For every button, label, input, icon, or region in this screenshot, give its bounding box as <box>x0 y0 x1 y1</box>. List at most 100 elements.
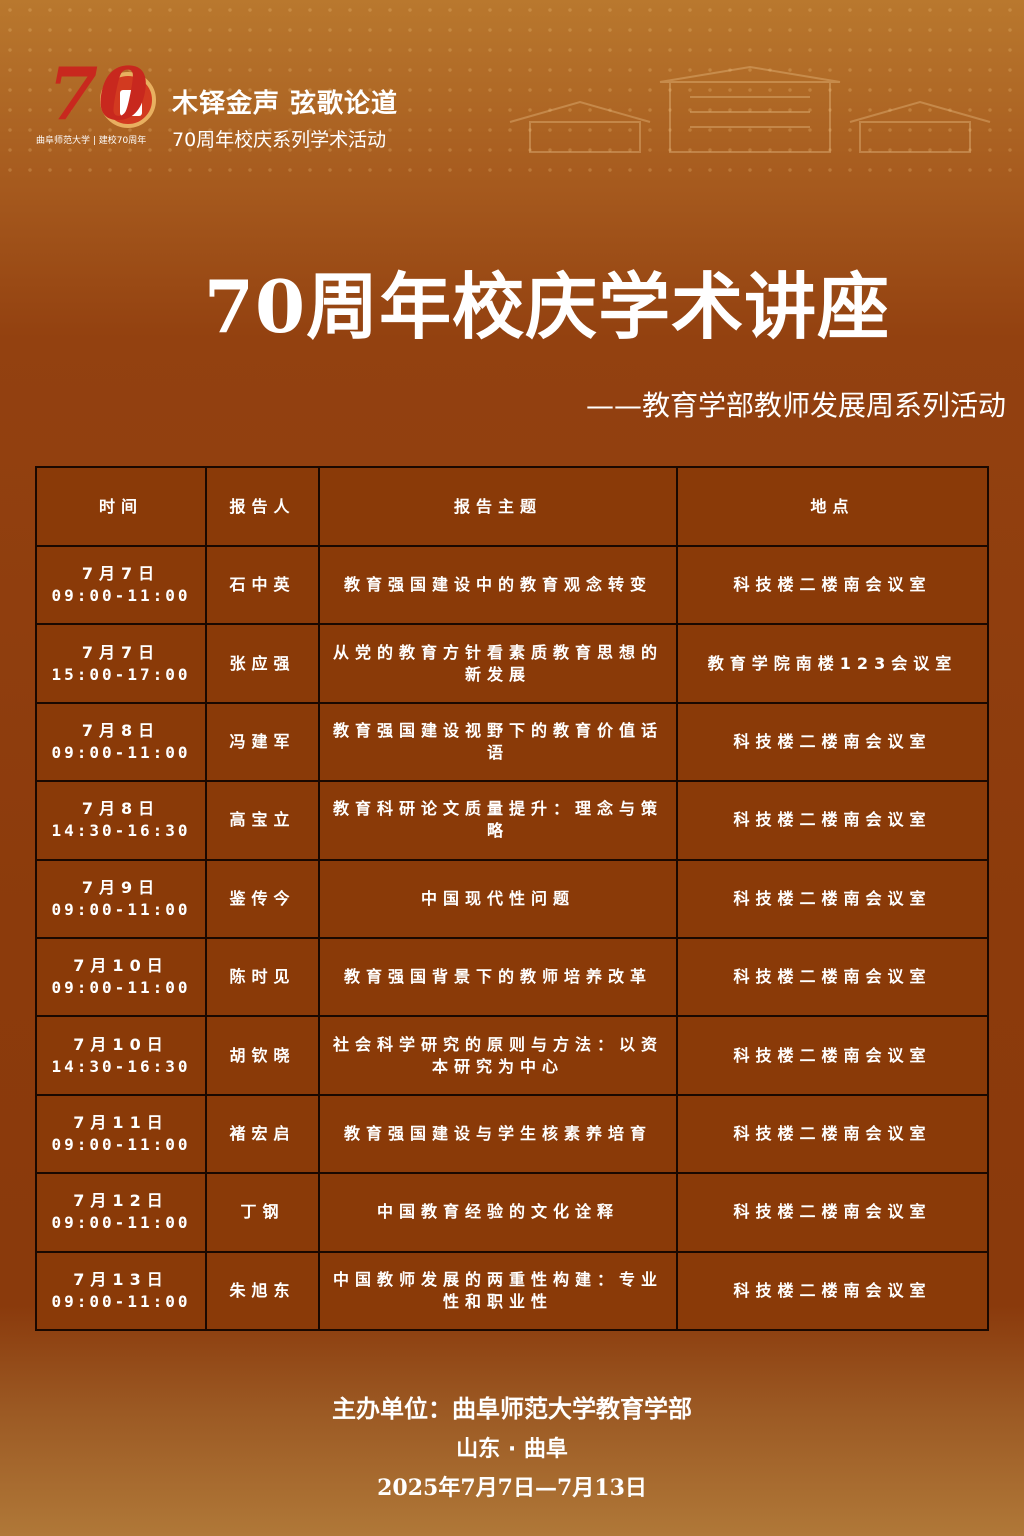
logo-zero-ring <box>100 72 156 128</box>
table-header-row: 时间 报告人 报告主题 地点 <box>35 466 989 547</box>
header-topic: 报告主题 <box>318 466 678 547</box>
table-row: 7月8日 09:00-11:00 冯建军 教育强国建设视野下的教育价值话语 科技楼… <box>35 701 989 783</box>
speaker-cell: 褚宏启 <box>205 1093 320 1175</box>
topic: 教育强国建设视野下的教育价值话语 <box>332 720 663 762</box>
time-range: 14:30-16:30 <box>51 1056 191 1076</box>
place-cell: 科技楼二楼南会议室 <box>676 858 989 939</box>
time-cell: 7月7日 15:00-17:00 <box>35 623 207 704</box>
topic: 教育强国建设与学生核素养培育 <box>343 1123 652 1143</box>
place-cell: 科技楼二楼南会议室 <box>676 1015 989 1096</box>
time-range: 14:30-16:30 <box>51 821 191 841</box>
place-cell: 科技楼二楼南会议室 <box>676 1093 989 1175</box>
time-range: 09:00-11:00 <box>51 1213 191 1233</box>
time-cell: 7月12日 09:00-11:00 <box>35 1172 207 1253</box>
header-time: 时间 <box>35 466 207 547</box>
date: 7月9日 <box>81 877 161 897</box>
topic-cell: 教育科研论文质量提升：理念与策略 <box>318 780 678 861</box>
date: 7月7日 <box>81 564 161 584</box>
time-cell: 7月9日 09:00-11:00 <box>35 858 207 939</box>
table-row: 7月7日 15:00-17:00 张应强 从党的教育方针看素质教育思想的新发展 教… <box>35 623 989 704</box>
speaker-cell: 鉴传今 <box>205 858 320 939</box>
date: 7月8日 <box>81 720 161 740</box>
dot-pattern <box>0 0 1024 180</box>
table-row: 7月7日 09:00-11:00 石中英 教育强国建设中的教育观念转变 科技楼二楼… <box>35 544 989 626</box>
place-cell: 科技楼二楼南会议室 <box>676 780 989 861</box>
time-cell: 7月7日 09:00-11:00 <box>35 544 207 626</box>
topic-cell: 教育强国背景下的教师培养改革 <box>318 936 678 1018</box>
place-cell: 科技楼二楼南会议室 <box>676 1250 989 1331</box>
topic-cell: 教育强国建设视野下的教育价值话语 <box>318 701 678 783</box>
speaker-cell: 石中英 <box>205 544 320 626</box>
time-range: 09:00-11:00 <box>51 899 191 919</box>
time-range: 09:00-11:00 <box>51 1291 191 1311</box>
time-cell: 7月8日 09:00-11:00 <box>35 701 207 783</box>
table-row: 7月10日 09:00-11:00 陈时见 教育强国背景下的教师培养改革 科技楼二… <box>35 936 989 1018</box>
date: 7月10日 <box>73 956 169 976</box>
page-title: 70周年校庆学术讲座 <box>203 264 891 349</box>
place-cell: 科技楼二楼南会议室 <box>676 936 989 1018</box>
time-cell: 7月11日 09:00-11:00 <box>35 1093 207 1175</box>
table-row: 7月10日 14:30-16:30 胡钦晓 社会科学研究的原则与方法：以资本研究为… <box>35 1015 989 1096</box>
university-logo: 70 曲阜师范大学 | 建校70周年 <box>36 51 158 148</box>
speaker-cell: 朱旭东 <box>205 1250 320 1331</box>
time-cell: 7月10日 09:00-11:00 <box>35 936 207 1018</box>
topic: 社会科学研究的原则与方法：以资本研究为中心 <box>332 1034 663 1076</box>
table-row: 7月13日 09:00-11:00 朱旭东 中国教师发展的两重性构建：专业性和职业… <box>35 1250 989 1331</box>
time-range: 09:00-11:00 <box>51 1134 191 1154</box>
header-speaker: 报告人 <box>205 466 320 547</box>
date: 7月11日 <box>73 1112 169 1132</box>
date: 7月8日 <box>81 799 161 819</box>
location: 山东 · 曲阜 <box>456 1437 568 1462</box>
topic: 中国现代性问题 <box>420 888 575 908</box>
time-cell: 7月13日 09:00-11:00 <box>35 1250 207 1331</box>
topic-cell: 中国现代性问题 <box>318 858 678 939</box>
topic: 教育强国建设中的教育观念转变 <box>343 575 652 595</box>
time-cell: 7月10日 14:30-16:30 <box>35 1015 207 1096</box>
place-cell: 科技楼二楼南会议室 <box>676 1172 989 1253</box>
topic-cell: 教育强国建设中的教育观念转变 <box>318 544 678 626</box>
speaker-cell: 陈时见 <box>205 936 320 1018</box>
topic-cell: 社会科学研究的原则与方法：以资本研究为中心 <box>318 1015 678 1096</box>
place-cell: 科技楼二楼南会议室 <box>676 544 989 626</box>
speaker-cell: 胡钦晓 <box>205 1015 320 1096</box>
date: 7月7日 <box>81 642 161 662</box>
place-cell: 教育学院南楼123会议室 <box>676 623 989 704</box>
event-dates: 2025年7月7日—7月13日 <box>377 1475 647 1501</box>
topic-cell: 教育强国建设与学生核素养培育 <box>318 1093 678 1175</box>
place-cell: 科技楼二楼南会议室 <box>676 701 989 783</box>
organizer: 主办单位：曲阜师范大学教育学部 <box>332 1395 692 1423</box>
date: 7月12日 <box>73 1191 169 1211</box>
table-row: 7月8日 14:30-16:30 高宝立 教育科研论文质量提升：理念与策略 科技楼… <box>35 780 989 861</box>
table-row: 7月12日 09:00-11:00 丁钢 中国教育经验的文化诠释 科技楼二楼南会议… <box>35 1172 989 1253</box>
logo-seal-icon <box>120 90 142 116</box>
topic-cell: 从党的教育方针看素质教育思想的新发展 <box>318 623 678 704</box>
speaker-cell: 冯建军 <box>205 701 320 783</box>
date: 7月13日 <box>73 1269 169 1289</box>
logo-number: 70 <box>48 51 149 136</box>
speaker-cell: 高宝立 <box>205 780 320 861</box>
lecture-schedule-table: 时间 报告人 报告主题 地点 7月7日 09:00-11:00 石中英 教育强国建… <box>35 466 989 1331</box>
topic: 从党的教育方针看素质教育思想的新发展 <box>332 642 663 684</box>
topic-cell: 中国教师发展的两重性构建：专业性和职业性 <box>318 1250 678 1331</box>
time-range: 15:00-17:00 <box>51 664 191 684</box>
time-range: 09:00-11:00 <box>51 586 191 606</box>
slogan-subtitle: 70周年校庆系列学术活动 <box>172 129 387 151</box>
speaker-cell: 张应强 <box>205 623 320 704</box>
time-cell: 7月8日 14:30-16:30 <box>35 780 207 861</box>
header-place: 地点 <box>676 466 989 547</box>
topic: 中国教育经验的文化诠释 <box>376 1202 619 1222</box>
logo-text: 曲阜师范大学 | 建校70周年 <box>36 136 147 146</box>
table-row: 7月11日 09:00-11:00 褚宏启 教育强国建设与学生核素养培育 科技楼二… <box>35 1093 989 1175</box>
topic: 中国教师发展的两重性构建：专业性和职业性 <box>332 1269 663 1311</box>
slogan: 木铎金声 弦歌论道 <box>172 89 399 119</box>
time-range: 09:00-11:00 <box>51 978 191 998</box>
topic: 教育强国背景下的教师培养改革 <box>343 967 652 987</box>
table-row: 7月9日 09:00-11:00 鉴传今 中国现代性问题 科技楼二楼南会议室 <box>35 858 989 939</box>
campus-buildings-illustration <box>509 65 991 153</box>
topic-cell: 中国教育经验的文化诠释 <box>318 1172 678 1253</box>
page-subtitle: ——教育学部教师发展周系列活动 <box>585 389 1006 422</box>
speaker-cell: 丁钢 <box>205 1172 320 1253</box>
date: 7月10日 <box>73 1034 169 1054</box>
time-range: 09:00-11:00 <box>51 742 191 762</box>
topic: 教育科研论文质量提升：理念与策略 <box>332 799 663 841</box>
